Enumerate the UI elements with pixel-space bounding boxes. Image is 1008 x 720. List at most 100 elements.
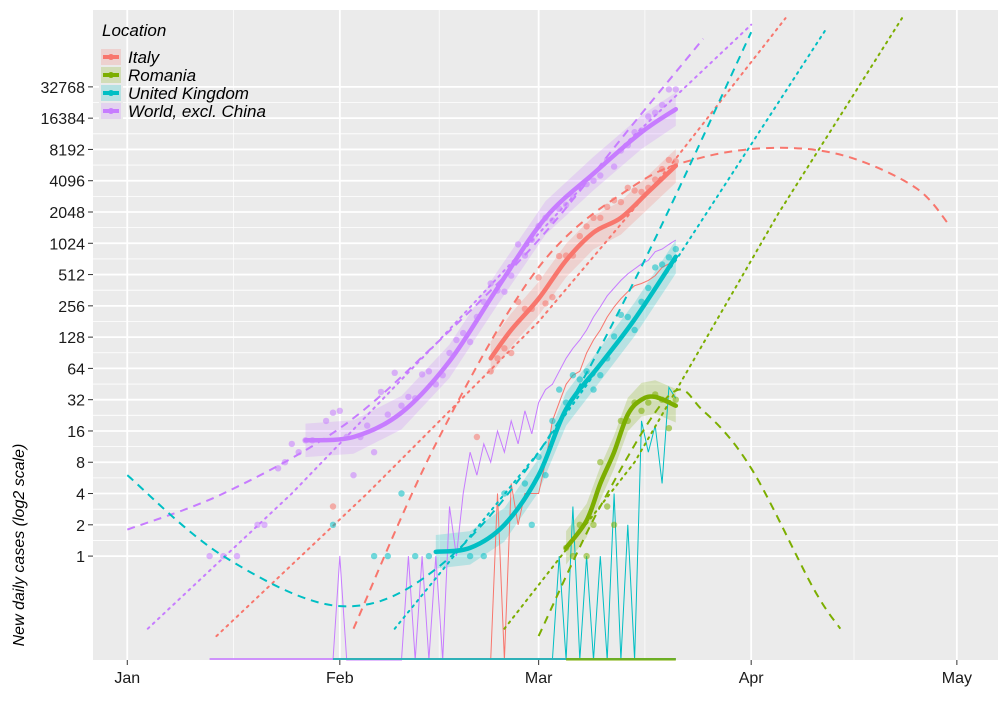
y-tick-label: 4	[76, 487, 85, 504]
y-tick-label: 2	[76, 518, 85, 535]
data-point	[384, 411, 391, 418]
y-tick-label: 1024	[49, 236, 85, 253]
data-point	[590, 214, 597, 221]
legend-label: United Kingdom	[128, 84, 249, 103]
data-point	[604, 503, 611, 510]
data-point	[412, 552, 419, 560]
y-tick-label: 256	[58, 299, 85, 316]
data-point	[645, 113, 652, 120]
data-point	[672, 396, 679, 403]
data-point	[501, 345, 508, 352]
data-point	[364, 422, 371, 429]
y-tick-label: 64	[67, 361, 85, 378]
data-point	[652, 264, 659, 271]
data-point	[322, 417, 330, 425]
data-point	[398, 402, 405, 409]
data-point	[549, 217, 556, 224]
data-point	[624, 313, 631, 321]
data-point	[617, 311, 625, 318]
data-point	[398, 490, 405, 497]
legend-key-point	[108, 108, 114, 114]
dotted-fit-line	[146, 23, 753, 630]
data-point	[597, 172, 604, 179]
data-point	[329, 409, 337, 416]
data-point	[542, 300, 549, 307]
data-point	[254, 521, 261, 528]
data-point	[542, 472, 549, 479]
dashed-fit-line	[537, 388, 842, 637]
data-point	[288, 440, 295, 448]
data-point	[610, 521, 618, 528]
data-point	[295, 449, 302, 456]
data-point	[583, 368, 590, 375]
series-band-italy	[490, 149, 676, 376]
legend-key-point	[108, 72, 114, 78]
dotted-fit-line	[215, 17, 787, 638]
data-point	[597, 214, 604, 221]
data-point	[480, 552, 487, 560]
y-tick-label: 16	[67, 424, 85, 441]
data-point	[610, 163, 618, 170]
data-point	[466, 552, 474, 560]
y-tick-label: 32	[67, 393, 85, 410]
y-tick-label: 128	[58, 330, 85, 347]
data-point	[576, 232, 583, 240]
y-tick-label: 16384	[41, 111, 86, 128]
data-point	[425, 552, 433, 560]
data-point	[336, 407, 343, 414]
daily-cases-line	[490, 259, 677, 661]
data-point	[508, 349, 515, 357]
data-point	[384, 552, 391, 560]
data-point	[521, 480, 529, 487]
legend-label: Romania	[128, 66, 196, 85]
data-point	[501, 490, 508, 497]
data-point	[617, 198, 625, 206]
dashed-fit-line	[352, 146, 951, 630]
data-point	[665, 86, 673, 93]
legend-item-united-kingdom: United Kingdom	[101, 84, 249, 103]
data-point	[665, 425, 673, 432]
data-point	[370, 449, 378, 456]
data-point	[631, 187, 638, 194]
data-point	[658, 165, 666, 173]
data-point	[535, 453, 542, 461]
x-tick-label: Apr	[739, 670, 765, 687]
data-point	[631, 326, 638, 334]
data-point	[590, 386, 597, 393]
y-axis: 1 2 4 8 16 32 64 128 256 512 1024 2048 4096 8192 16384…	[41, 80, 93, 566]
data-point	[549, 294, 556, 301]
data-point	[528, 521, 535, 528]
data-point	[508, 272, 515, 279]
data-point	[418, 371, 426, 378]
dashed-fit-line	[126, 31, 753, 608]
y-tick-label: 512	[58, 268, 85, 285]
series-united-kingdom	[126, 27, 828, 661]
data-point	[604, 203, 611, 210]
data-point	[473, 433, 481, 441]
x-axis: Jan Feb Mar Apr May	[114, 660, 972, 687]
data-point	[466, 338, 474, 346]
data-point	[370, 552, 378, 560]
y-tick-label: 32768	[41, 80, 86, 97]
data-point	[514, 298, 522, 305]
legend-title: Location	[102, 21, 166, 40]
series-band-united-kingdom	[435, 240, 676, 569]
confidence-band	[435, 240, 676, 569]
data-point	[562, 201, 570, 208]
data-point	[610, 197, 618, 204]
y-tick-label: 8192	[49, 142, 85, 159]
x-tick-label: Mar	[525, 670, 553, 687]
data-point	[569, 372, 577, 379]
daily-cases-line	[332, 239, 677, 661]
data-point	[672, 86, 679, 93]
series-italy	[215, 17, 951, 661]
data-point	[645, 399, 652, 406]
smooth-line	[433, 254, 679, 555]
data-point	[645, 284, 652, 292]
data-point	[638, 407, 645, 414]
legend-label: Italy	[128, 48, 161, 67]
data-point	[446, 349, 453, 357]
data-point	[658, 101, 666, 109]
x-tick-label: May	[942, 670, 972, 687]
